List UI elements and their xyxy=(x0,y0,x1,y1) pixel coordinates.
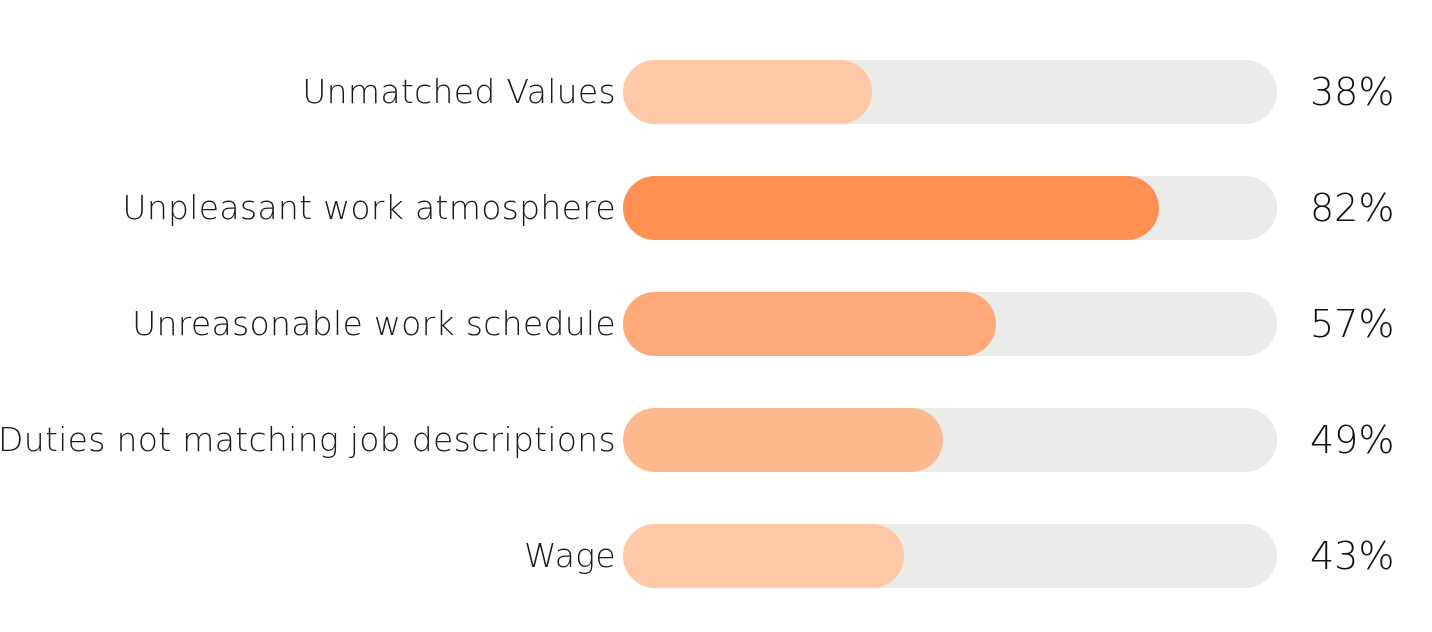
category-label: Unpleasant work atmosphere xyxy=(122,188,616,227)
bar-row: Unpleasant work atmosphere 82% xyxy=(0,176,1432,240)
bar-track xyxy=(623,292,1277,356)
data-label: 57% xyxy=(1310,302,1395,346)
category-label: Wage xyxy=(523,536,616,575)
bar-track xyxy=(623,524,1277,588)
bar-track xyxy=(623,60,1277,124)
data-label: 43% xyxy=(1310,534,1395,578)
bar-row: Duties not matching job descriptions 49% xyxy=(0,408,1432,472)
bar xyxy=(623,292,996,356)
data-label: 49% xyxy=(1310,418,1395,462)
bar xyxy=(623,524,904,588)
bar xyxy=(623,176,1159,240)
category-label: Duties not matching job descriptions xyxy=(0,420,616,459)
category-label: Unmatched Values xyxy=(302,72,616,111)
bar xyxy=(623,408,943,472)
category-label: Unreasonable work schedule xyxy=(132,304,616,343)
bar-row: Wage 43% xyxy=(0,524,1432,588)
data-label: 82% xyxy=(1310,186,1395,230)
bar-track xyxy=(623,176,1277,240)
bar xyxy=(623,60,872,124)
bar-row: Unreasonable work schedule 57% xyxy=(0,292,1432,356)
data-label: 38% xyxy=(1310,70,1395,114)
bar-row: Unmatched Values 38% xyxy=(0,60,1432,124)
bar-track xyxy=(623,408,1277,472)
